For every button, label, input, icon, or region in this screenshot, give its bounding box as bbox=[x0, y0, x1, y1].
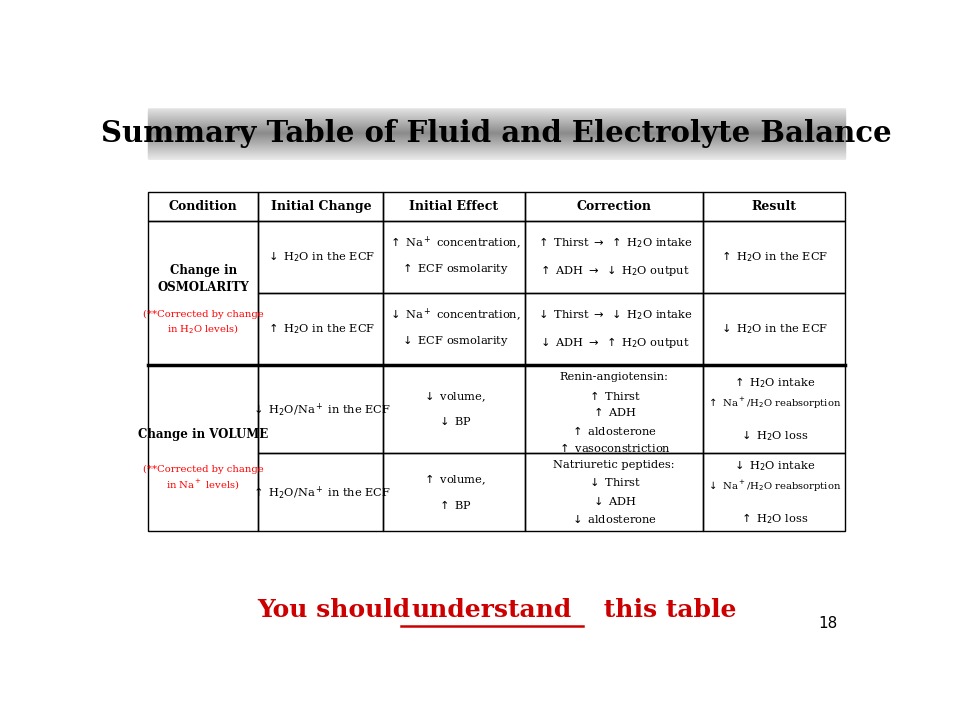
Text: $\downarrow$ volume,: $\downarrow$ volume, bbox=[422, 390, 486, 404]
Text: Correction: Correction bbox=[577, 199, 652, 212]
Text: $\downarrow$ Thirst: $\downarrow$ Thirst bbox=[588, 476, 641, 488]
Text: 18: 18 bbox=[819, 616, 838, 631]
Text: Condition: Condition bbox=[169, 199, 238, 212]
Text: $\downarrow$ Thirst $\rightarrow$ $\downarrow$ H$_2$O intake: $\downarrow$ Thirst $\rightarrow$ $\down… bbox=[536, 307, 692, 323]
Text: $\downarrow$ ADH $\rightarrow$ $\uparrow$ H$_2$O output: $\downarrow$ ADH $\rightarrow$ $\uparrow… bbox=[539, 335, 690, 350]
Bar bbox=[148, 365, 258, 531]
Text: $\uparrow$ Na$^+$/H$_2$O reabsorption: $\uparrow$ Na$^+$/H$_2$O reabsorption bbox=[707, 396, 841, 411]
Text: $\downarrow$ H$_2$O in the ECF: $\downarrow$ H$_2$O in the ECF bbox=[719, 321, 828, 336]
Text: (**Corrected by change
in H$_2$O levels): (**Corrected by change in H$_2$O levels) bbox=[143, 310, 264, 336]
Text: Change in VOLUME: Change in VOLUME bbox=[138, 428, 269, 441]
Text: $\uparrow$ H$_2$O/Na$^+$ in the ECF: $\uparrow$ H$_2$O/Na$^+$ in the ECF bbox=[251, 484, 391, 500]
Bar bbox=[258, 292, 383, 365]
Bar bbox=[525, 220, 704, 292]
Bar bbox=[525, 292, 704, 365]
Text: (**Corrected by change
in Na$^+$ levels): (**Corrected by change in Na$^+$ levels) bbox=[143, 464, 264, 492]
Text: $\uparrow$ BP: $\uparrow$ BP bbox=[437, 498, 471, 511]
Text: Result: Result bbox=[752, 199, 797, 212]
Text: $\downarrow$ H$_2$O loss: $\downarrow$ H$_2$O loss bbox=[739, 428, 808, 443]
Bar bbox=[704, 192, 845, 220]
Text: $\uparrow$ Thirst: $\uparrow$ Thirst bbox=[588, 389, 641, 402]
Bar bbox=[383, 220, 525, 292]
Bar bbox=[258, 365, 383, 454]
Text: Change in
OSMOLARITY: Change in OSMOLARITY bbox=[157, 264, 250, 294]
Bar bbox=[525, 192, 704, 220]
Text: $\uparrow$ ADH $\rightarrow$ $\downarrow$ H$_2$O output: $\uparrow$ ADH $\rightarrow$ $\downarrow… bbox=[539, 263, 690, 278]
Text: $\uparrow$ H$_2$O loss: $\uparrow$ H$_2$O loss bbox=[739, 511, 808, 526]
Text: You should: You should bbox=[257, 598, 411, 622]
Text: $\downarrow$ H$_2$O/Na$^+$ in the ECF: $\downarrow$ H$_2$O/Na$^+$ in the ECF bbox=[251, 400, 391, 418]
Text: Initial Change: Initial Change bbox=[271, 199, 372, 212]
Text: $\uparrow$ vasoconstriction: $\uparrow$ vasoconstriction bbox=[557, 441, 671, 454]
Bar bbox=[383, 454, 525, 531]
Text: Natriuretic peptides:: Natriuretic peptides: bbox=[553, 459, 675, 469]
Bar bbox=[383, 192, 525, 220]
Text: $\uparrow$ volume,: $\uparrow$ volume, bbox=[422, 473, 486, 487]
Text: $\downarrow$ H$_2$O in the ECF: $\downarrow$ H$_2$O in the ECF bbox=[266, 249, 375, 264]
Bar bbox=[383, 365, 525, 454]
Text: $\downarrow$ H$_2$O intake: $\downarrow$ H$_2$O intake bbox=[732, 458, 816, 473]
Bar bbox=[704, 292, 845, 365]
Bar bbox=[525, 454, 704, 531]
Bar bbox=[148, 192, 258, 220]
Text: $\uparrow$ Thirst $\rightarrow$ $\uparrow$ H$_2$O intake: $\uparrow$ Thirst $\rightarrow$ $\uparro… bbox=[536, 235, 692, 250]
Bar bbox=[258, 454, 383, 531]
Bar bbox=[148, 220, 258, 365]
Text: Renin-angiotensin:: Renin-angiotensin: bbox=[560, 372, 668, 382]
Text: $\uparrow$ aldosterone: $\uparrow$ aldosterone bbox=[570, 423, 658, 436]
Bar bbox=[258, 220, 383, 292]
Text: $\uparrow$ ADH: $\uparrow$ ADH bbox=[591, 405, 637, 418]
Text: $\uparrow$ H$_2$O intake: $\uparrow$ H$_2$O intake bbox=[732, 375, 816, 390]
Text: Summary Table of Fluid and Electrolyte Balance: Summary Table of Fluid and Electrolyte B… bbox=[101, 119, 892, 148]
Text: $\downarrow$ BP: $\downarrow$ BP bbox=[437, 415, 471, 427]
Text: this table: this table bbox=[594, 598, 736, 622]
Bar bbox=[525, 365, 704, 454]
Bar bbox=[704, 220, 845, 292]
Bar bbox=[258, 192, 383, 220]
Text: $\downarrow$ aldosterone: $\downarrow$ aldosterone bbox=[570, 513, 658, 525]
Text: $\uparrow$ H$_2$O in the ECF: $\uparrow$ H$_2$O in the ECF bbox=[719, 249, 828, 264]
Bar bbox=[383, 292, 525, 365]
Text: $\downarrow$ Na$^+$ concentration,: $\downarrow$ Na$^+$ concentration, bbox=[388, 307, 520, 323]
Text: $\downarrow$ ECF osmolarity: $\downarrow$ ECF osmolarity bbox=[399, 333, 509, 348]
Text: Initial Effect: Initial Effect bbox=[410, 199, 498, 212]
Bar bbox=[704, 365, 845, 454]
Text: $\uparrow$ ECF osmolarity: $\uparrow$ ECF osmolarity bbox=[399, 261, 509, 276]
Text: $\uparrow$ Na$^+$ concentration,: $\uparrow$ Na$^+$ concentration, bbox=[388, 234, 520, 251]
Text: understand: understand bbox=[412, 598, 572, 622]
Bar bbox=[704, 454, 845, 531]
Text: $\downarrow$ ADH: $\downarrow$ ADH bbox=[591, 495, 637, 507]
Text: $\downarrow$ Na$^+$/H$_2$O reabsorption: $\downarrow$ Na$^+$/H$_2$O reabsorption bbox=[707, 479, 841, 494]
Text: $\uparrow$ H$_2$O in the ECF: $\uparrow$ H$_2$O in the ECF bbox=[266, 321, 375, 336]
